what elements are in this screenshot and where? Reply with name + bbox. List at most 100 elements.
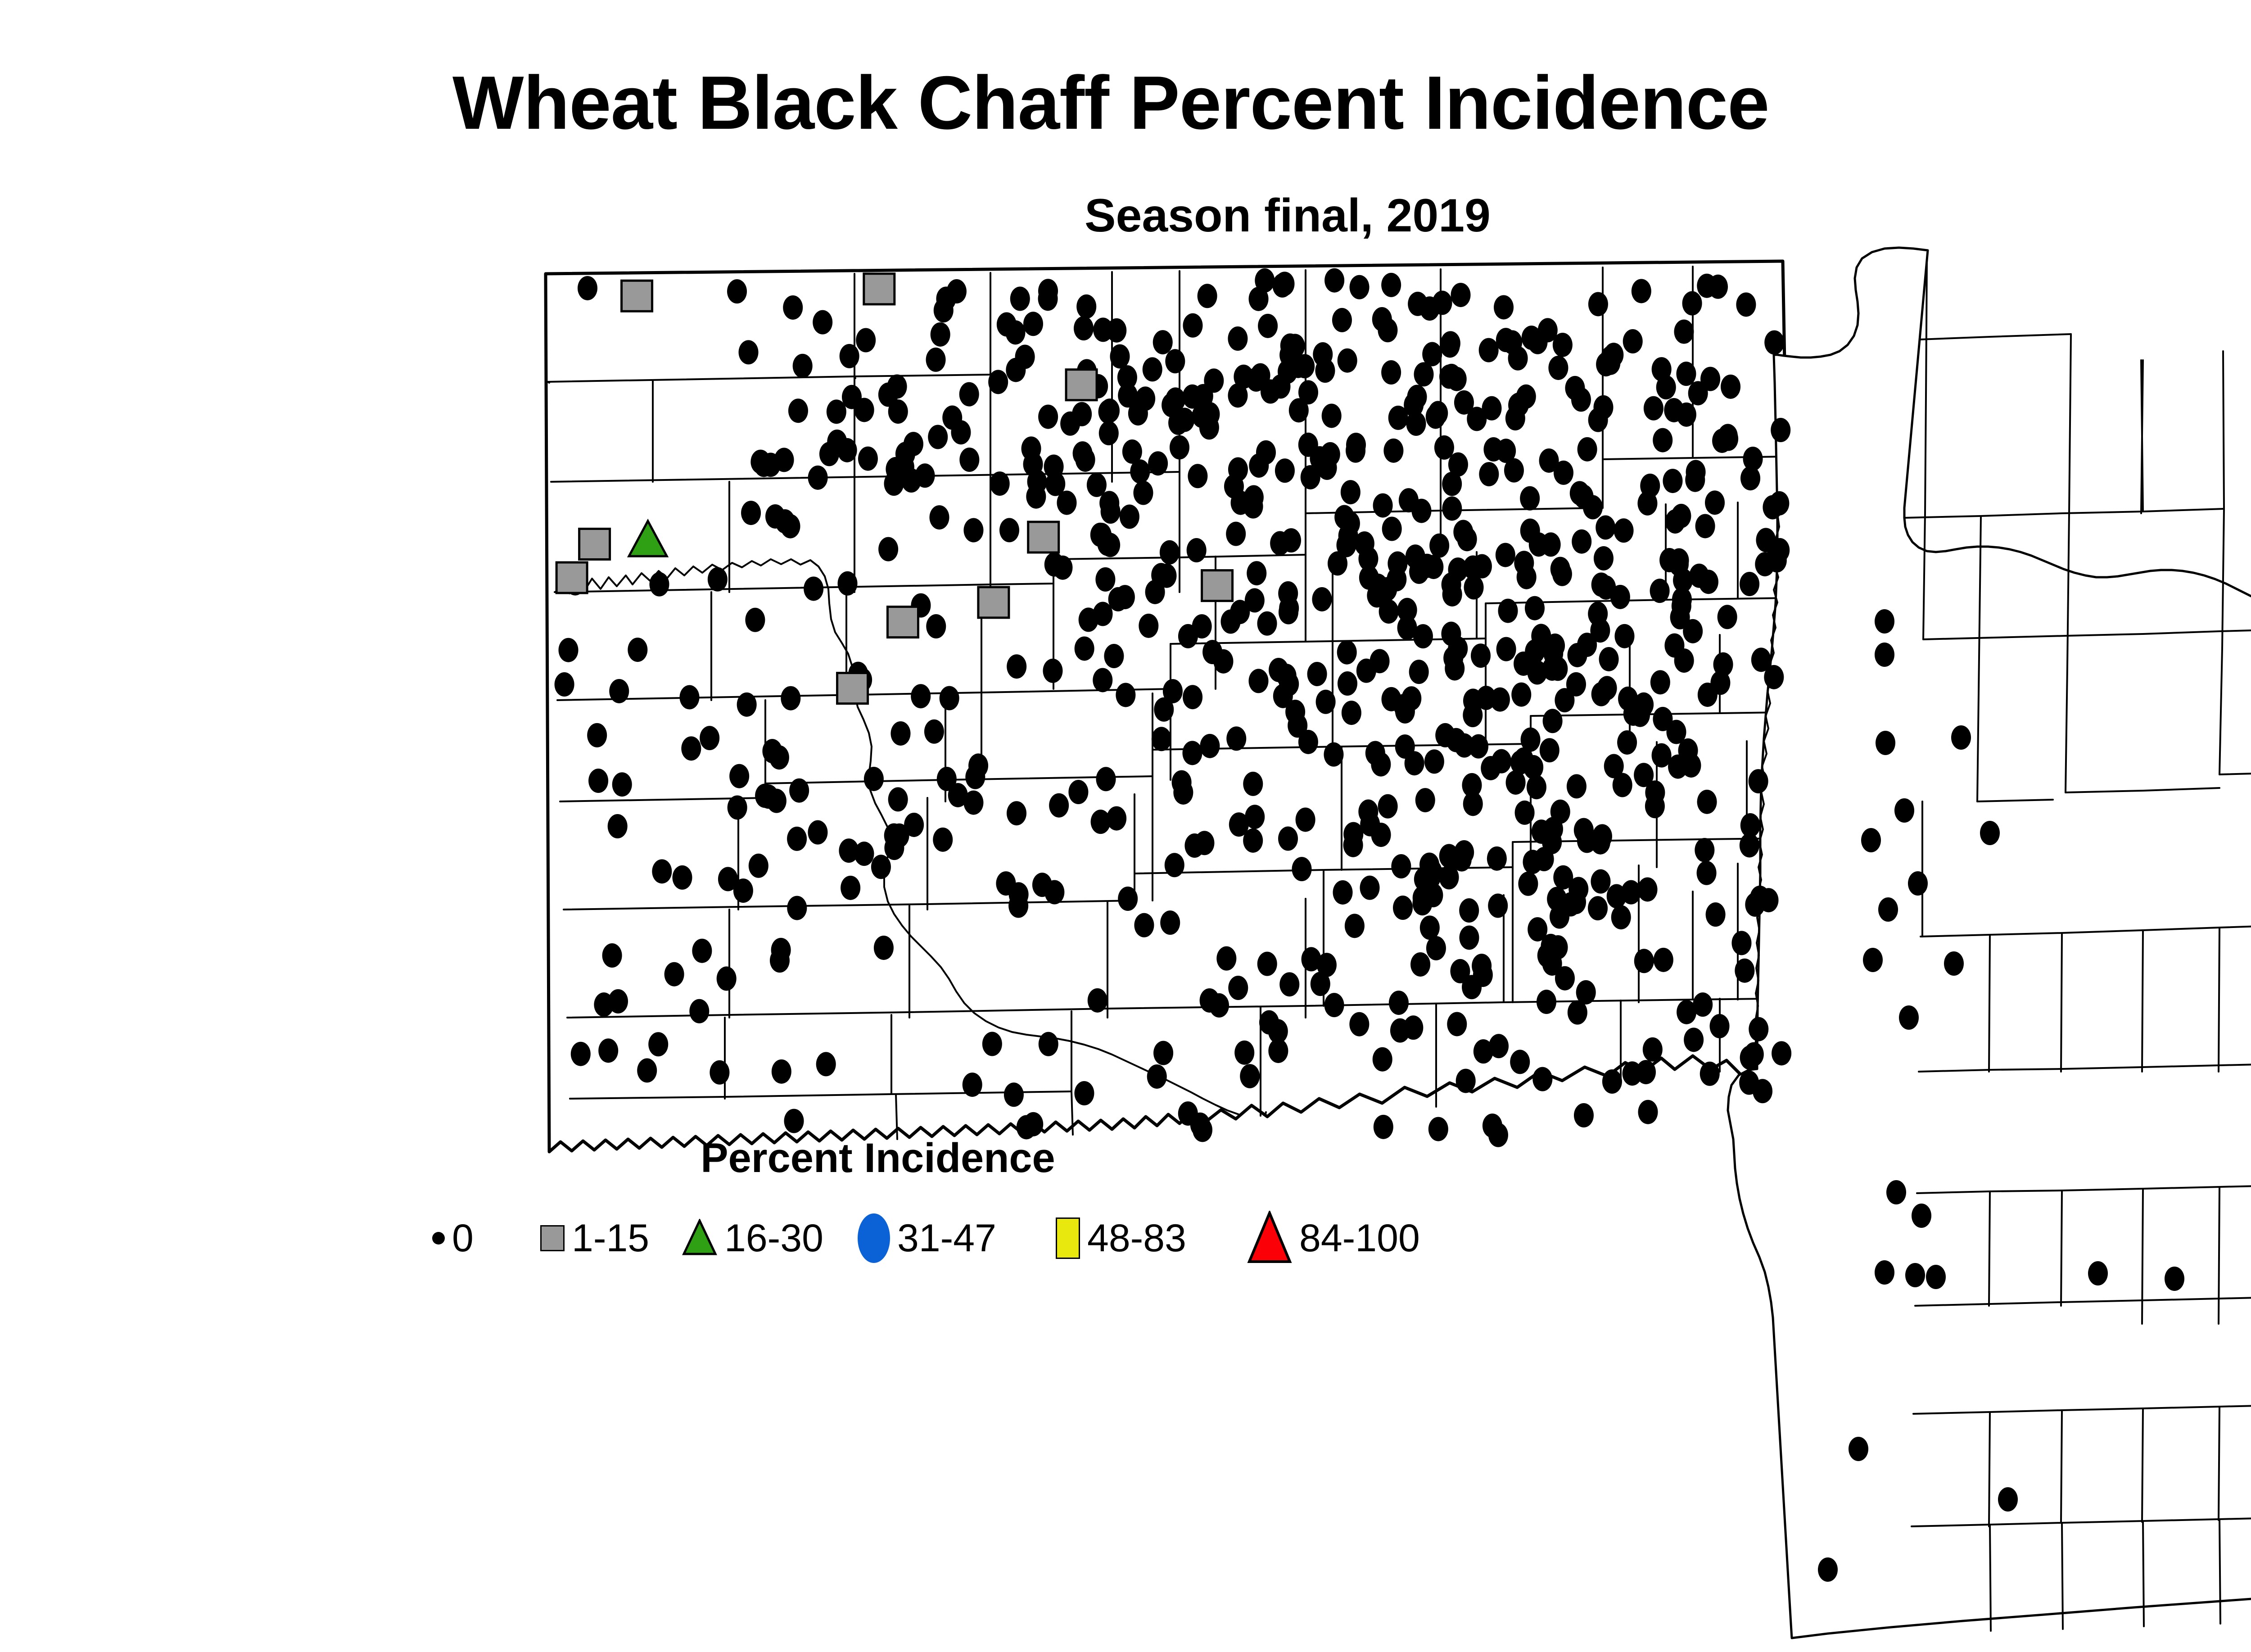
data-point-zero	[1429, 533, 1450, 558]
data-point-zero	[1450, 959, 1470, 983]
data-point-zero	[1007, 801, 1027, 826]
data-point-zero	[1373, 493, 1393, 518]
legend-item-2[interactable]: 16-30	[682, 1207, 823, 1270]
data-point-zero	[1721, 374, 1741, 399]
data-point-zero	[1307, 661, 1327, 686]
data-point-zero	[999, 518, 1019, 543]
data-point-zero	[1731, 931, 1752, 955]
data-point-zero	[1100, 499, 1121, 524]
data-point-zero	[1006, 358, 1026, 382]
data-point-zero	[837, 571, 858, 596]
legend-item-3[interactable]: 31-47	[858, 1207, 996, 1270]
data-point-zero	[1324, 268, 1345, 293]
data-point-zero	[1653, 706, 1673, 731]
data-point-zero	[1268, 1019, 1288, 1044]
data-point-zero	[788, 398, 808, 423]
data-point-zero	[1310, 446, 1330, 471]
data-point-zero	[1321, 403, 1342, 428]
data-point-zero	[1447, 1012, 1467, 1036]
data-point-zero	[1095, 567, 1116, 592]
data-point-zero	[1614, 518, 1634, 543]
data-point-zero	[1406, 411, 1426, 436]
data-point-zero	[1611, 905, 1631, 930]
data-point-zero	[1439, 865, 1459, 890]
data-point-zero	[1096, 767, 1116, 792]
data-point-zero	[1552, 332, 1573, 357]
data-point-zero	[1118, 887, 1138, 911]
data-point-zero	[1023, 1112, 1044, 1136]
data-point-zero	[1451, 283, 1471, 308]
data-point-1-15	[578, 527, 611, 561]
data-point-zero	[1270, 531, 1290, 556]
data-point-zero	[1074, 316, 1094, 341]
data-point-zero	[1532, 1067, 1553, 1091]
data-point-zero	[1260, 379, 1280, 404]
data-point-zero	[1334, 505, 1355, 530]
data-point-zero	[813, 310, 833, 335]
data-point-zero	[1148, 451, 1168, 476]
data-point-zero	[1315, 689, 1336, 714]
data-point-zero	[1482, 396, 1502, 421]
data-point-zero	[1200, 733, 1220, 758]
data-point-zero	[1566, 774, 1587, 799]
data-point-zero	[1604, 754, 1624, 778]
data-point-zero	[1748, 769, 1768, 794]
data-point-zero	[1093, 668, 1113, 692]
data-point-zero	[1528, 532, 1549, 557]
data-point-zero	[1751, 647, 1771, 672]
data-point-zero	[1226, 726, 1247, 751]
data-point-zero	[1875, 643, 1894, 667]
data-point-zero	[1653, 947, 1673, 972]
data-point-zero	[1537, 318, 1558, 343]
data-point-zero	[1764, 665, 1784, 689]
data-point-zero	[1567, 643, 1587, 667]
data-point-zero	[1371, 823, 1391, 847]
legend-title: Percent Incidence	[701, 1135, 1055, 1181]
data-point-zero	[1550, 557, 1570, 581]
data-point-zero	[1228, 383, 1248, 408]
data-point-zero	[968, 753, 989, 778]
legend-item-label: 84-100	[1299, 1217, 1420, 1260]
data-point-zero	[1340, 480, 1361, 505]
map-svg	[544, 246, 2251, 1639]
circle-marker-icon	[432, 1232, 445, 1245]
data-point-zero	[1087, 988, 1107, 1013]
data-point-zero	[1243, 771, 1263, 796]
legend-item-0[interactable]: 0	[432, 1207, 474, 1270]
data-point-zero	[679, 685, 700, 710]
data-point-zero	[990, 471, 1010, 496]
data-point-zero	[1278, 826, 1298, 851]
data-point-zero	[1404, 751, 1424, 776]
data-point-zero	[1228, 326, 1248, 351]
data-point-zero	[1133, 480, 1153, 505]
data-point-zero	[1188, 464, 1208, 489]
data-point-zero	[1378, 318, 1398, 343]
page-title: Wheat Black Chaff Percent Incidence	[452, 60, 1770, 145]
data-point-zero	[1697, 273, 1717, 298]
data-point-zero	[1478, 338, 1499, 362]
legend-item-4[interactable]: 48-83	[1056, 1207, 1186, 1270]
data-point-zero	[1417, 553, 1437, 578]
data-point-zero	[1718, 424, 1738, 448]
data-point-zero	[936, 286, 956, 311]
data-point-zero	[816, 1052, 836, 1077]
data-point-zero	[858, 446, 878, 471]
data-point-zero	[1505, 770, 1526, 795]
data-point-zero	[1548, 355, 1568, 380]
data-point-zero	[637, 1058, 657, 1083]
data-point-zero	[1371, 752, 1391, 777]
legend-item-1[interactable]: 1-15	[540, 1207, 649, 1270]
data-point-zero	[1463, 688, 1483, 713]
data-point-zero	[1700, 367, 1721, 391]
data-point-zero	[700, 726, 720, 751]
data-point-zero	[1147, 1064, 1167, 1089]
data-point-zero	[729, 764, 750, 788]
legend-item-5[interactable]: 84-100	[1247, 1207, 1420, 1270]
data-point-zero	[1247, 561, 1267, 586]
data-point-zero	[1642, 1037, 1663, 1062]
data-point-zero	[1074, 636, 1094, 661]
data-point-zero	[1651, 743, 1672, 768]
data-point-zero	[1668, 754, 1688, 779]
data-point-zero	[1425, 404, 1446, 429]
data-point-zero	[1373, 1114, 1393, 1139]
